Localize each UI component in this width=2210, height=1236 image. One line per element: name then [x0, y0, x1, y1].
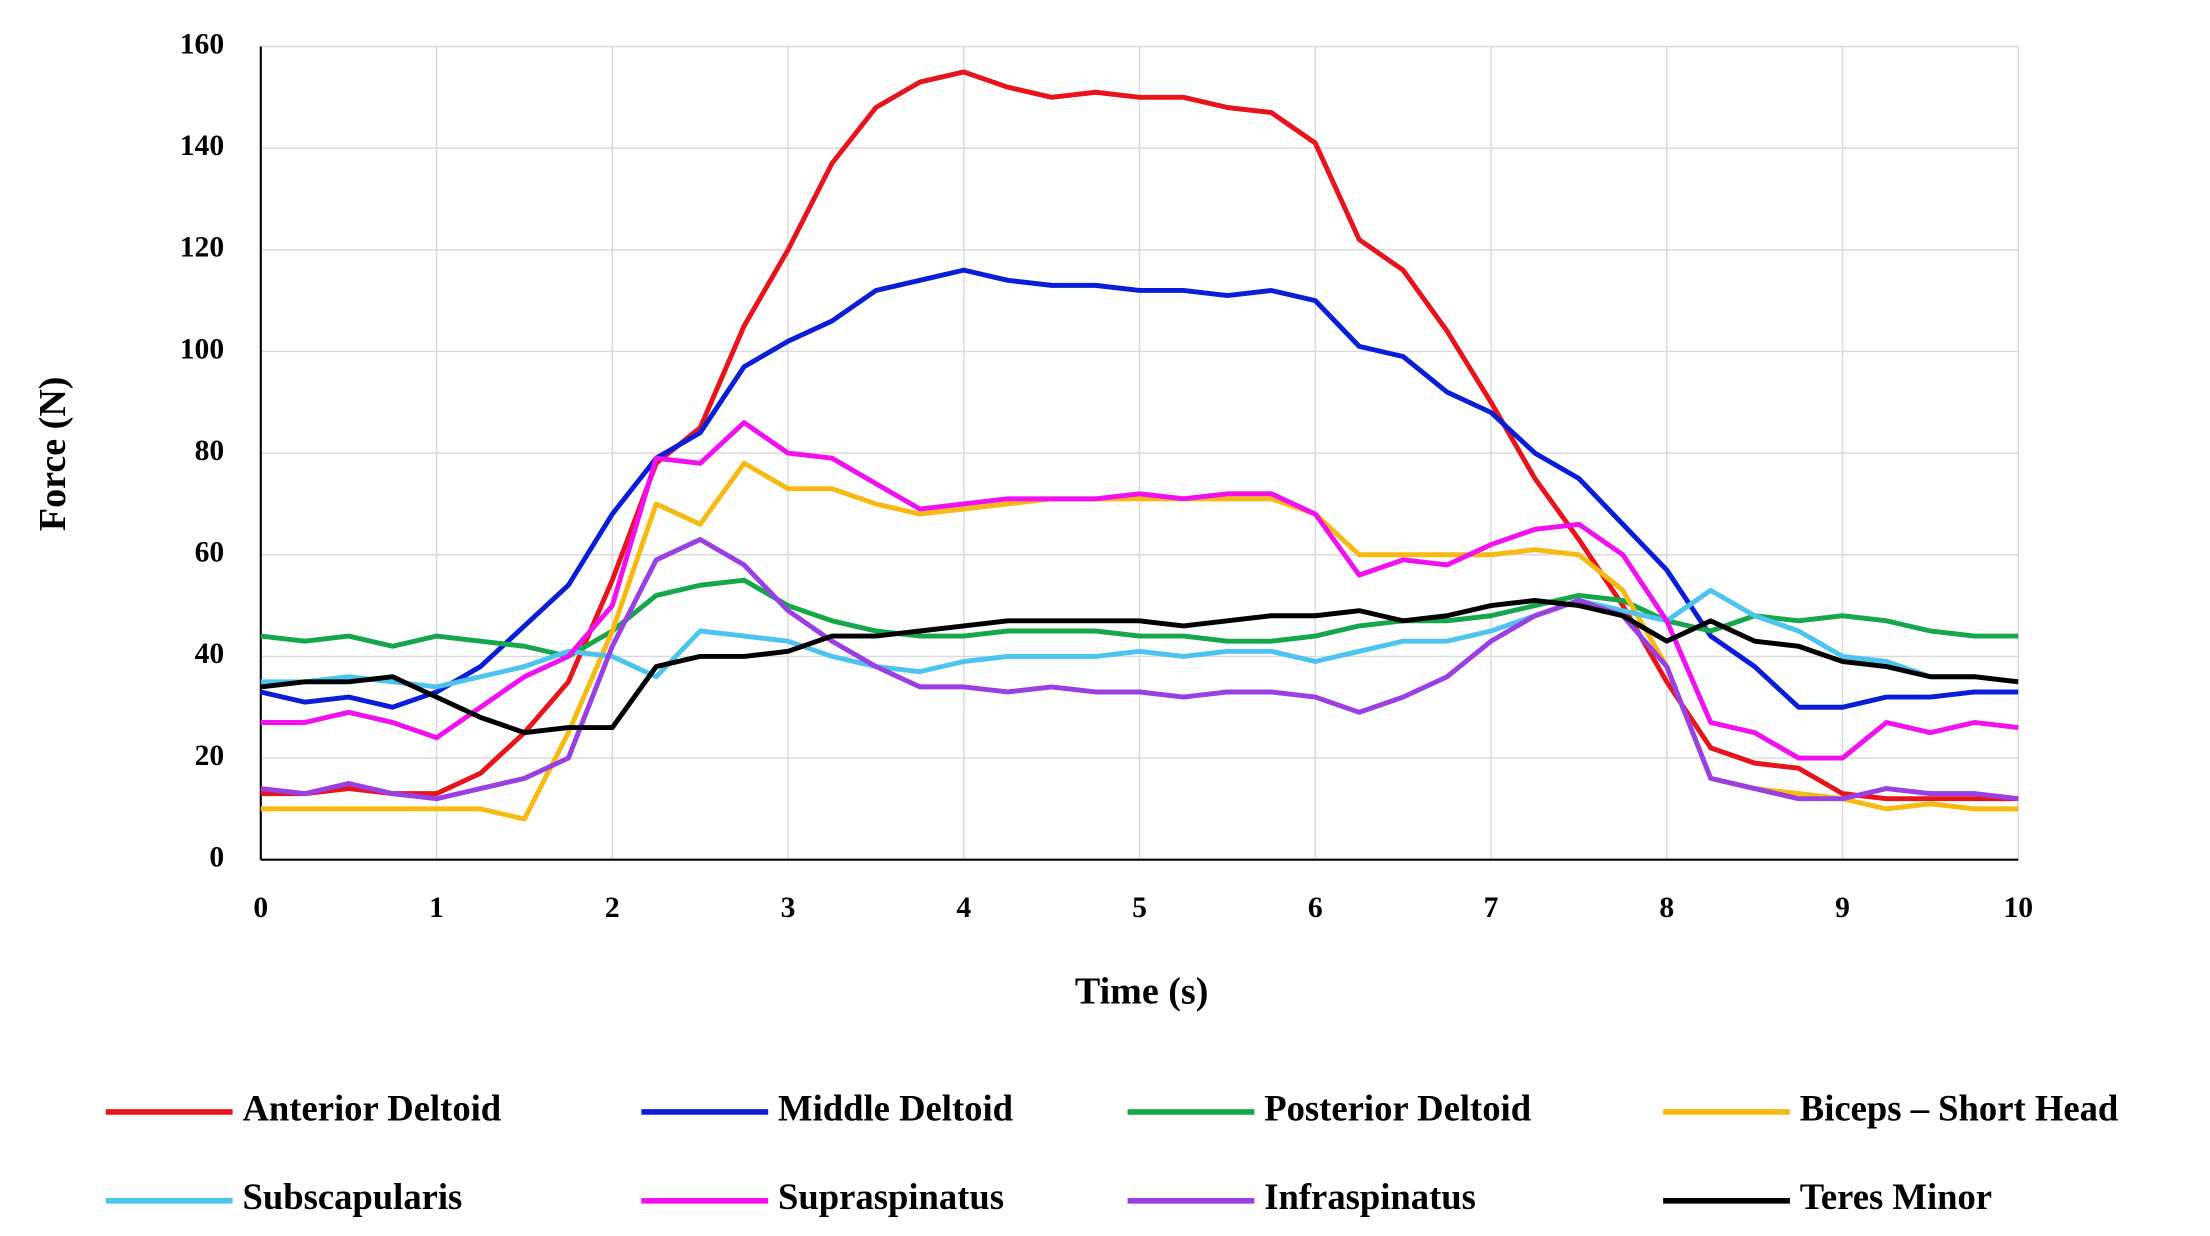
series-line [260, 587, 2019, 690]
y-tick-label: 120 [180, 232, 224, 264]
x-tick-label: 8 [1659, 892, 1674, 924]
y-tick-label: 20 [195, 740, 225, 772]
x-tick-label: 2 [605, 892, 620, 924]
series-line [260, 267, 2019, 710]
x-tick-label: 6 [1308, 892, 1323, 924]
series-line [260, 598, 2019, 736]
legend-label: Subscapularis [242, 1176, 462, 1217]
legend-label: Posterior Deltoid [1264, 1087, 1531, 1128]
x-tick-label: 4 [956, 892, 971, 924]
x-tick-label: 7 [1484, 892, 1499, 924]
x-axis-title: Time (s) [1075, 971, 1208, 1013]
legend-label: Teres Minor [1800, 1176, 1992, 1217]
y-tick-label: 60 [195, 537, 225, 569]
y-tick-label: 140 [180, 130, 224, 162]
y-axis-title: Force (N) [32, 377, 74, 532]
series-line [260, 69, 2019, 802]
x-tick-label: 3 [781, 892, 796, 924]
y-tick-label: 80 [195, 435, 225, 467]
legend-label: Supraspinatus [778, 1176, 1004, 1217]
legend-label: Anterior Deltoid [242, 1087, 501, 1128]
legend-label: Middle Deltoid [778, 1087, 1013, 1128]
series-line [260, 420, 2019, 761]
y-tick-label: 100 [180, 333, 224, 365]
x-tick-label: 9 [1835, 892, 1850, 924]
y-tick-label: 0 [209, 842, 224, 874]
series-line [260, 537, 2019, 802]
x-tick-label: 5 [1132, 892, 1147, 924]
legend-label: Infraspinatus [1264, 1176, 1476, 1217]
y-tick-label: 160 [180, 28, 224, 60]
x-tick-label: 10 [2003, 892, 2033, 924]
y-tick-label: 40 [195, 638, 225, 670]
x-tick-label: 1 [429, 892, 444, 924]
x-tick-label: 0 [253, 892, 268, 924]
legend-label: Biceps – Short Head [1800, 1087, 2118, 1128]
